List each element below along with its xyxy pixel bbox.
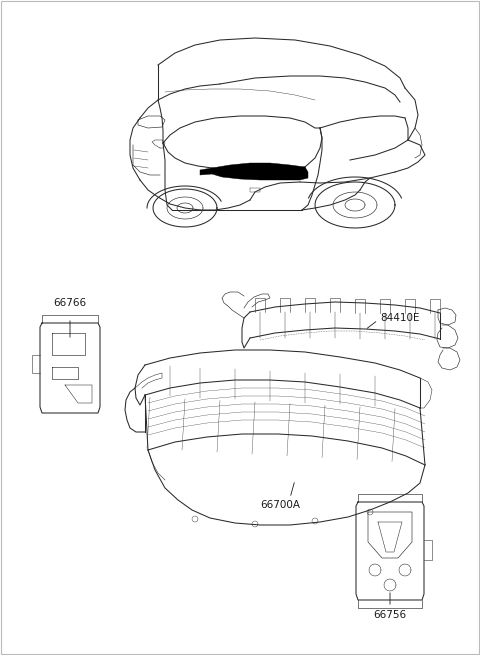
- Text: 66756: 66756: [373, 610, 407, 620]
- Polygon shape: [210, 163, 308, 180]
- Text: 66700A: 66700A: [260, 500, 300, 510]
- Polygon shape: [200, 168, 212, 175]
- Text: 84410E: 84410E: [380, 313, 420, 323]
- Text: 66766: 66766: [53, 298, 86, 308]
